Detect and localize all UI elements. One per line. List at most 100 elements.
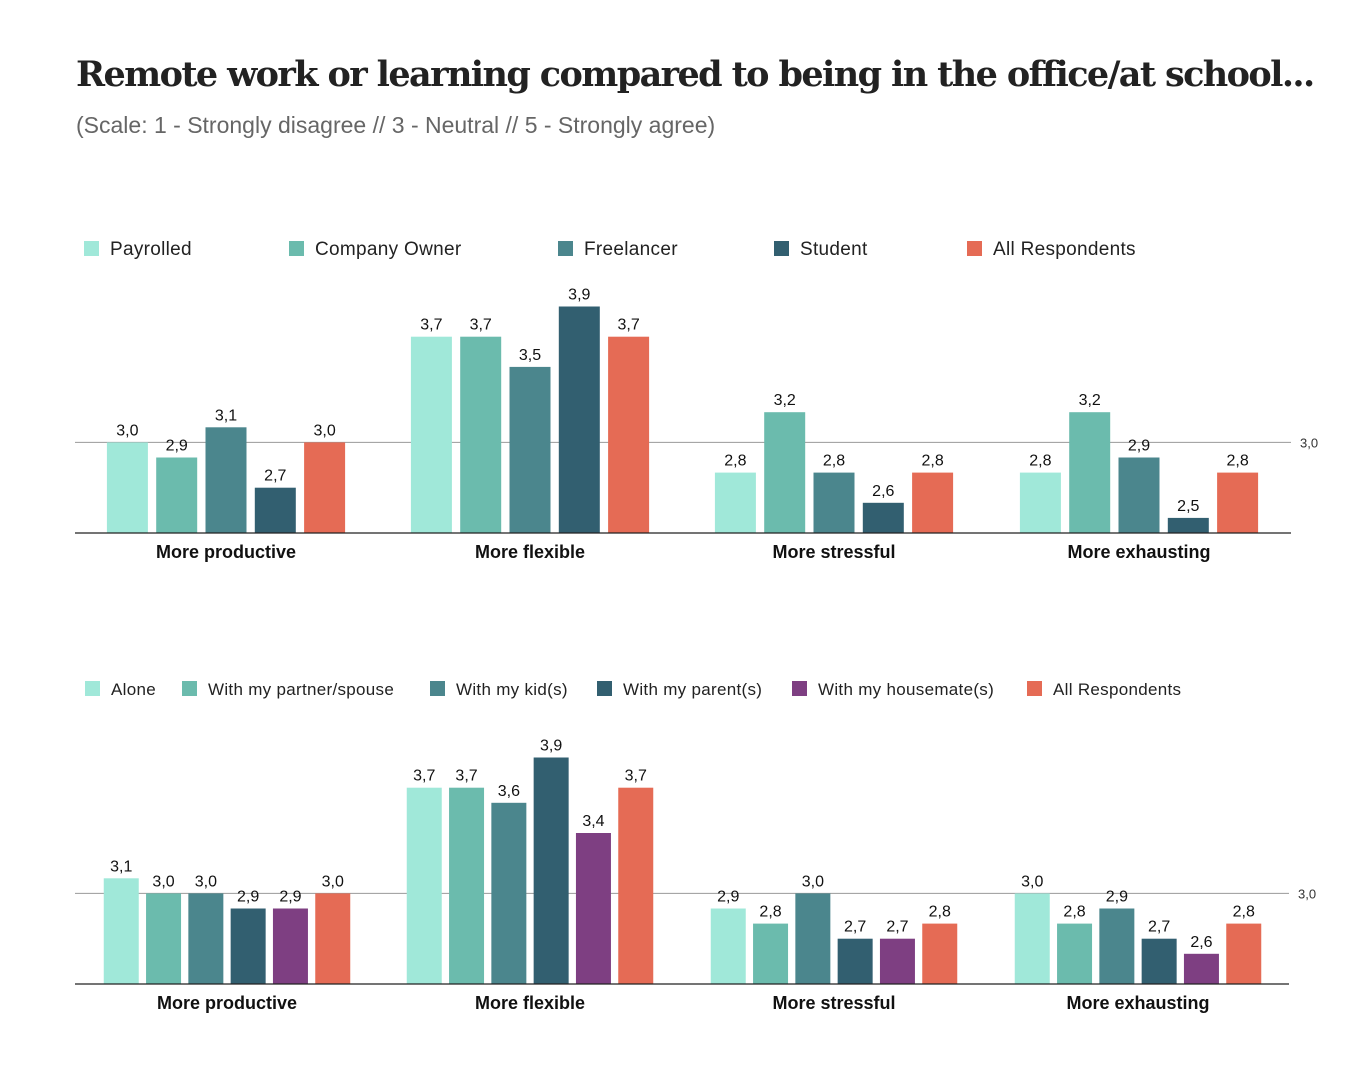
data-label: 3,0 (802, 873, 824, 890)
legend-swatch (967, 241, 982, 256)
data-label: 2,8 (724, 453, 746, 470)
legend-label: With my parent(s) (623, 680, 762, 699)
data-label: 3,9 (568, 287, 590, 304)
bar (795, 893, 831, 984)
legend-label: With my partner/spouse (208, 680, 394, 699)
data-label: 2,9 (166, 438, 188, 455)
reference-line-label: 3,0 (1298, 886, 1316, 901)
data-label: 3,7 (413, 768, 435, 785)
bar (491, 802, 527, 984)
bar (862, 502, 904, 533)
bar (879, 938, 915, 984)
legend-swatch (1027, 681, 1042, 696)
legend-label: All Respondents (1053, 680, 1181, 699)
bar (710, 908, 746, 984)
bar (1014, 893, 1050, 984)
bar (714, 472, 756, 533)
data-label: 3,7 (617, 317, 639, 334)
legend-label: With my kid(s) (456, 680, 568, 699)
legend-swatch (182, 681, 197, 696)
data-label: 2,9 (1128, 438, 1150, 455)
chart-title: Remote work or learning compared to bein… (76, 54, 1315, 95)
data-label: 3,2 (774, 392, 796, 409)
bar (254, 487, 296, 533)
bar (1183, 953, 1219, 984)
bar (410, 336, 452, 533)
bar (813, 472, 855, 533)
data-label: 2,9 (717, 889, 739, 906)
data-label: 2,8 (759, 904, 781, 921)
category-label: More productive (157, 993, 297, 1013)
bar (103, 878, 139, 984)
chart-subtitle: (Scale: 1 - Strongly disagree // 3 - Neu… (76, 112, 716, 138)
bar (304, 442, 346, 533)
legend-label: Student (800, 239, 868, 260)
reference-line-label: 3,0 (1300, 435, 1318, 450)
data-label: 3,7 (455, 768, 477, 785)
data-label: 3,6 (498, 783, 520, 800)
data-label: 2,9 (279, 889, 301, 906)
legend-label: All Respondents (993, 239, 1136, 260)
data-label: 3,7 (470, 317, 492, 334)
bar (460, 336, 502, 533)
category-label: More productive (156, 542, 296, 562)
data-label: 3,1 (215, 407, 237, 424)
category-label: More stressful (772, 993, 895, 1013)
data-label: 2,8 (921, 453, 943, 470)
bar (106, 442, 148, 533)
legend-swatch (430, 681, 445, 696)
legend-swatch (84, 241, 99, 256)
category-label: More flexible (475, 542, 585, 562)
data-label: 3,0 (1021, 873, 1043, 890)
data-label: 2,7 (886, 919, 908, 936)
data-label: 3,0 (116, 422, 138, 439)
data-label: 3,0 (195, 873, 217, 890)
bar (575, 833, 611, 984)
data-label: 3,0 (322, 873, 344, 890)
bar (558, 306, 600, 533)
data-label: 2,8 (1233, 904, 1255, 921)
legend-swatch (792, 681, 807, 696)
data-label: 2,7 (844, 919, 866, 936)
legend-label: Company Owner (315, 239, 462, 260)
data-label: 3,9 (540, 738, 562, 755)
bar (230, 908, 266, 984)
data-label: 2,9 (237, 889, 259, 906)
bar (146, 893, 182, 984)
legend-swatch (774, 241, 789, 256)
category-label: More flexible (475, 993, 585, 1013)
data-label: 2,7 (264, 468, 286, 485)
bar (764, 412, 806, 533)
legend-label: Alone (111, 680, 156, 699)
data-label: 2,8 (823, 453, 845, 470)
data-label: 2,8 (1226, 453, 1248, 470)
bar (837, 938, 873, 984)
category-label: More stressful (772, 542, 895, 562)
bar (1069, 412, 1111, 533)
data-label: 3,7 (420, 317, 442, 334)
data-label: 2,8 (1063, 904, 1085, 921)
bar (1226, 923, 1262, 984)
legend-swatch (558, 241, 573, 256)
data-label: 3,4 (582, 813, 604, 830)
data-label: 2,8 (929, 904, 951, 921)
data-label: 3,5 (519, 347, 541, 364)
bar (912, 472, 954, 533)
data-label: 3,7 (625, 768, 647, 785)
bar (922, 923, 958, 984)
legend-label: Payrolled (110, 239, 192, 260)
bar (1217, 472, 1259, 533)
category-label: More exhausting (1066, 993, 1209, 1013)
bar (406, 787, 442, 984)
legend-label: Freelancer (584, 239, 678, 260)
bar (188, 893, 224, 984)
bar (272, 908, 308, 984)
bar (1019, 472, 1061, 533)
category-label: More exhausting (1067, 542, 1210, 562)
data-label: 3,2 (1079, 392, 1101, 409)
data-label: 2,7 (1148, 919, 1170, 936)
legend-swatch (597, 681, 612, 696)
data-label: 2,8 (1029, 453, 1051, 470)
data-label: 3,1 (110, 858, 132, 875)
bar (533, 757, 569, 984)
